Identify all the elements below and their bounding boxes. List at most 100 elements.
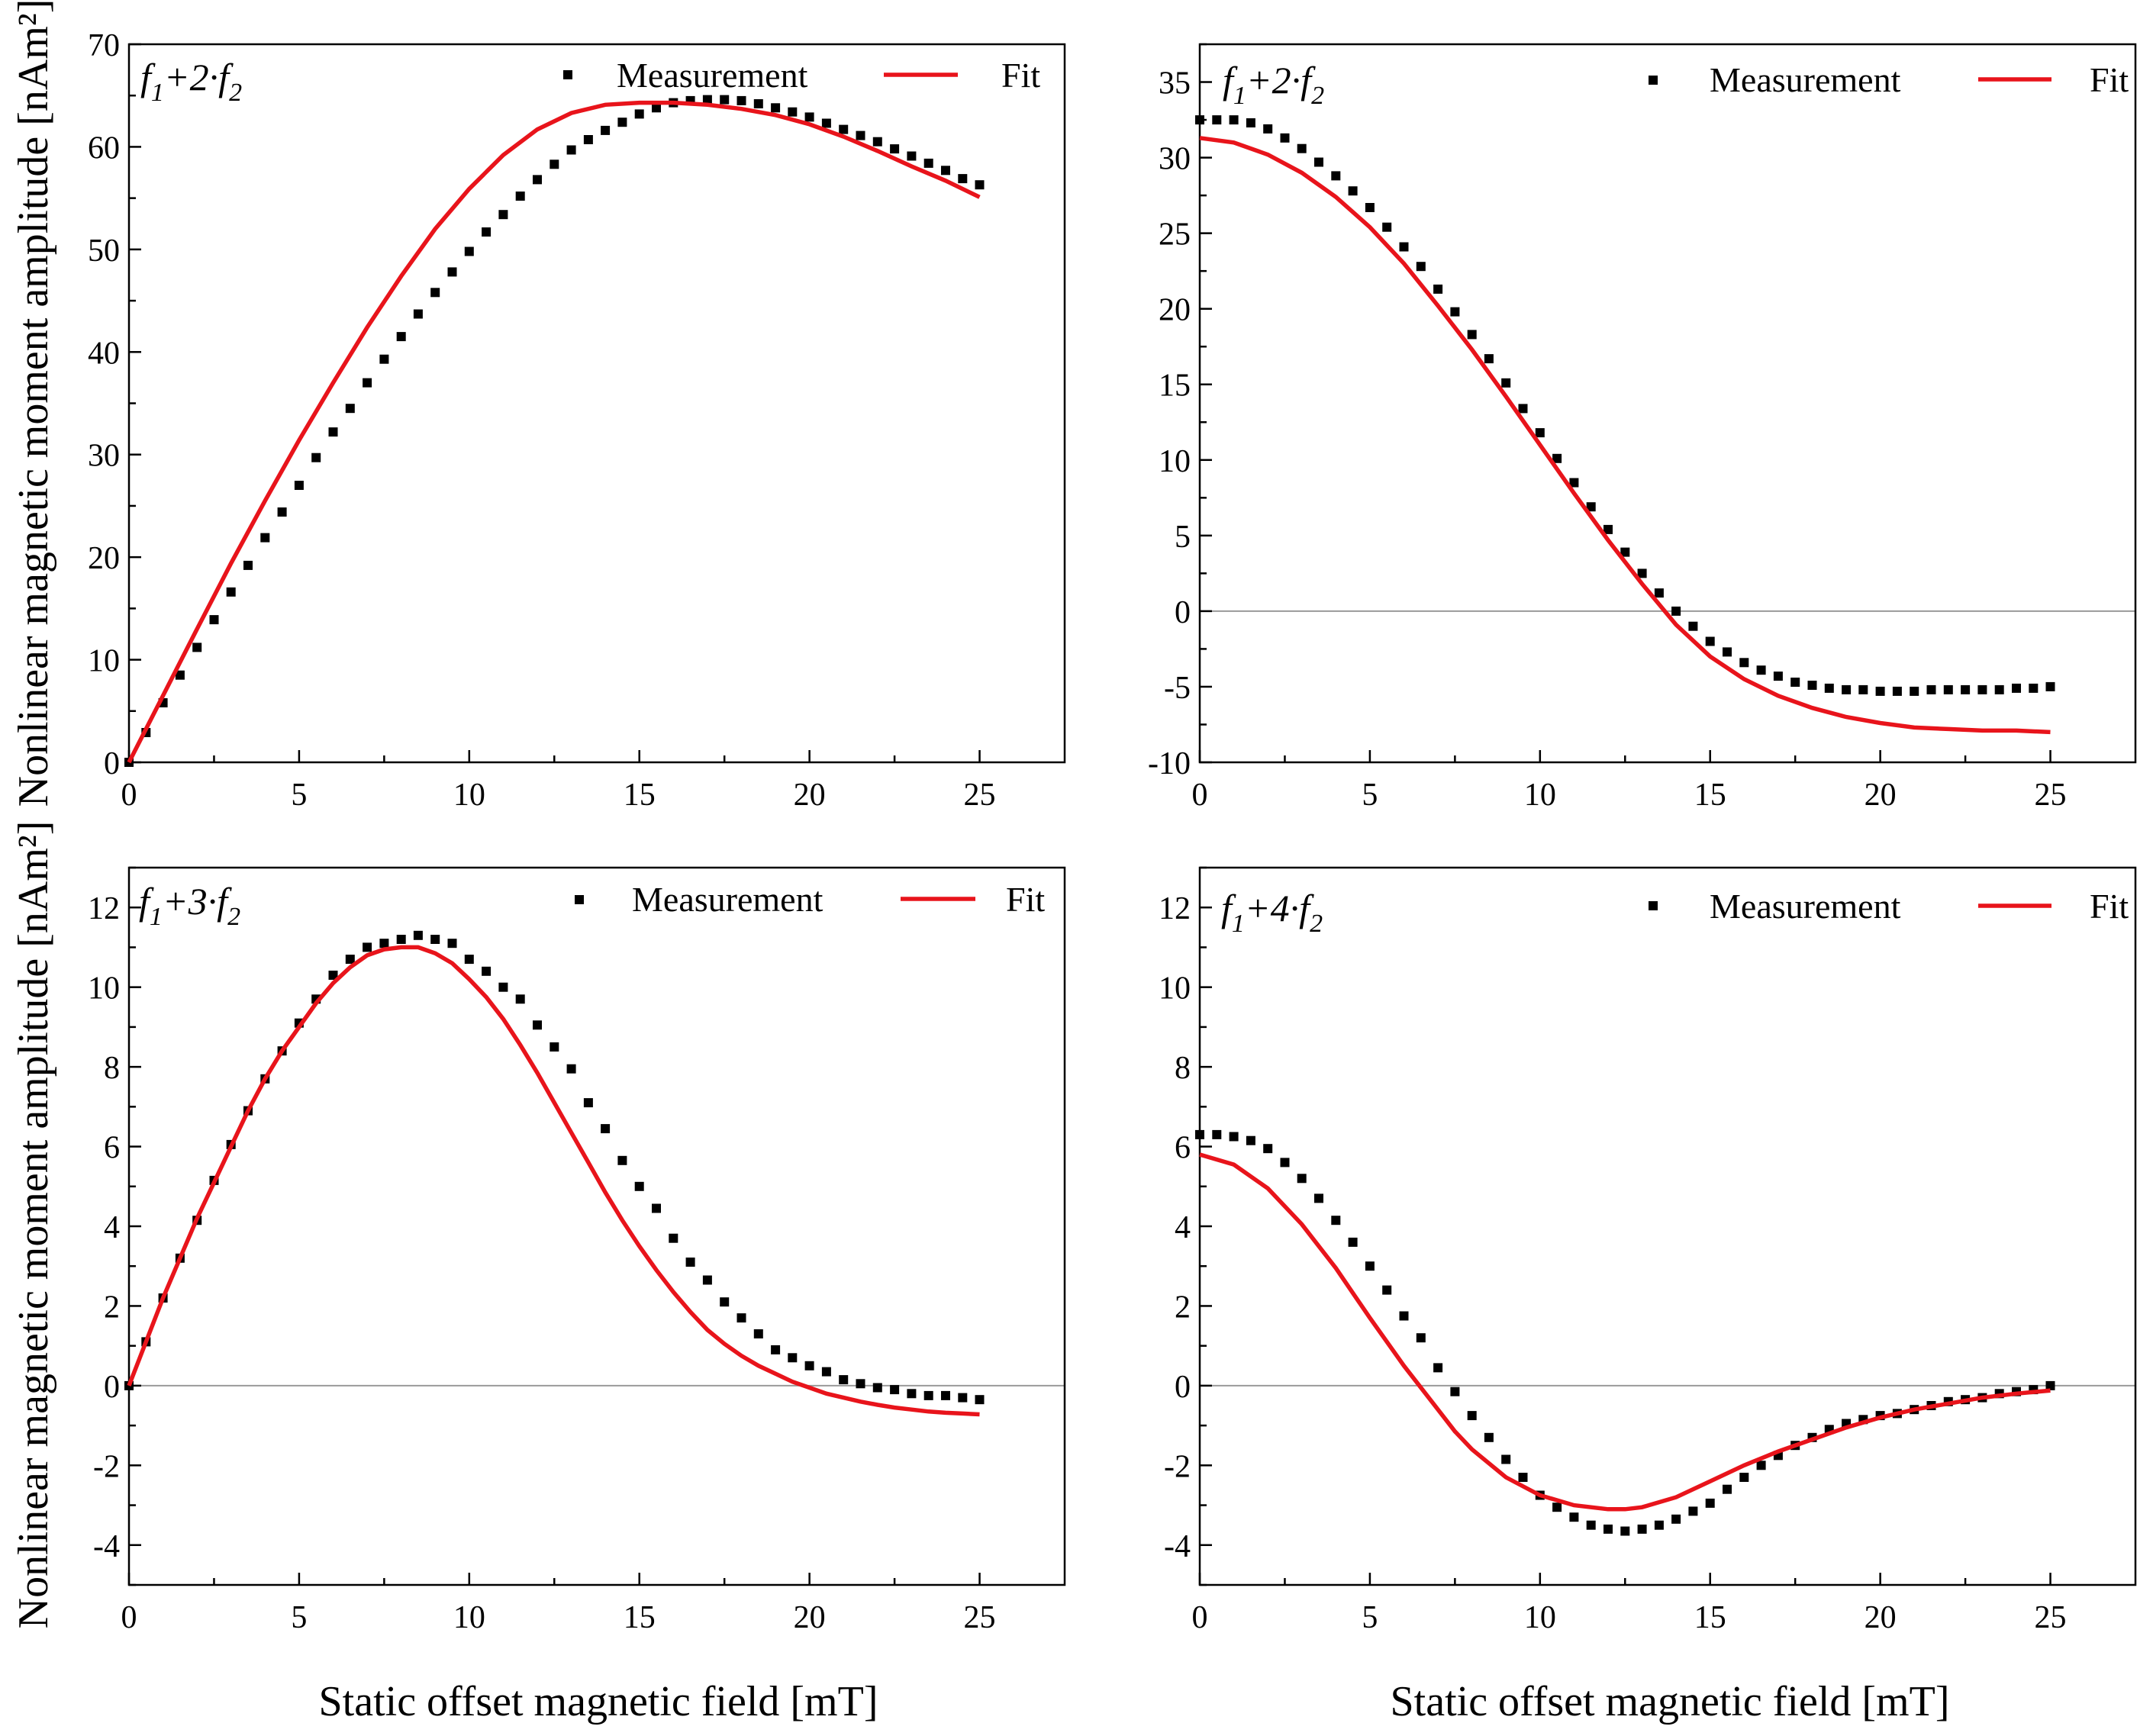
measurement-point bbox=[328, 427, 338, 437]
measurement-point bbox=[788, 107, 798, 117]
legend-measurement-marker bbox=[1649, 76, 1658, 85]
legend-measurement-marker bbox=[1649, 901, 1658, 910]
measurement-point bbox=[1195, 1129, 1204, 1139]
x-tick-label: 0 bbox=[121, 778, 137, 813]
measurement-point bbox=[804, 112, 814, 122]
measurement-point bbox=[890, 1385, 900, 1395]
legend-fit-label: Fit bbox=[1006, 880, 1045, 919]
measurement-point bbox=[1450, 307, 1460, 317]
measurement-point bbox=[1807, 681, 1817, 690]
measurement-point bbox=[720, 95, 730, 105]
measurement-point bbox=[396, 935, 406, 944]
data-layer bbox=[124, 95, 985, 767]
measurement-point bbox=[277, 507, 287, 517]
measurement-point bbox=[685, 95, 695, 105]
measurement-point bbox=[634, 1181, 644, 1191]
measurement-point bbox=[958, 1393, 968, 1403]
measurement-point bbox=[192, 643, 202, 652]
measurement-point bbox=[464, 955, 474, 965]
measurement-point bbox=[566, 145, 576, 155]
measurement-point bbox=[617, 118, 627, 127]
y-tick-label: -2 bbox=[1164, 1449, 1191, 1484]
measurement-point bbox=[941, 1390, 950, 1400]
panel-bottom-right: 0 5 10 15 20 25 -4 -2 0 2 4 6 8 10 12 f1+4·f2 Measurem… bbox=[1159, 866, 2137, 1635]
measurement-point bbox=[856, 1379, 865, 1389]
x-tick-label: 10 bbox=[453, 1600, 485, 1635]
legend-measurement-label: Measurement bbox=[617, 56, 808, 95]
y-tick-label: -10 bbox=[1148, 746, 1191, 781]
measurement-point bbox=[685, 1258, 695, 1267]
measurement-point bbox=[1943, 684, 1953, 694]
measurement-point bbox=[975, 1395, 985, 1405]
measurement-point bbox=[583, 135, 593, 144]
measurement-point bbox=[788, 1353, 798, 1363]
measurement-point bbox=[294, 481, 304, 490]
measurement-point bbox=[1263, 1144, 1273, 1154]
measurement-point bbox=[260, 533, 270, 543]
measurement-point bbox=[1314, 1193, 1323, 1203]
plot-frame bbox=[1198, 43, 2137, 764]
x-tick-label: 25 bbox=[2035, 1600, 2067, 1635]
y-tick-label: 10 bbox=[88, 644, 120, 679]
measurement-point bbox=[1552, 453, 1562, 463]
panel-top-right: 0 5 10 15 20 25 -10 -5 0 5 10 15 20 25 30 35 f1+2·f2 Me… bbox=[1148, 43, 2137, 813]
measurement-point bbox=[736, 1313, 746, 1323]
measurement-point bbox=[1518, 1473, 1528, 1482]
measurement-point bbox=[821, 1367, 831, 1377]
legend-measurement-label: Measurement bbox=[1710, 887, 1901, 926]
measurement-point bbox=[771, 1345, 781, 1354]
measurement-point bbox=[669, 1233, 678, 1243]
measurement-point bbox=[923, 1390, 933, 1400]
measurement-point bbox=[175, 670, 185, 680]
x-tick-label: 5 bbox=[1362, 1600, 1378, 1635]
measurement-point bbox=[1246, 118, 1255, 127]
measurement-point bbox=[209, 615, 219, 625]
y-tick-label: 20 bbox=[88, 541, 120, 576]
legend: Measurement Fit bbox=[563, 56, 1040, 95]
measurement-point bbox=[1348, 186, 1358, 196]
measurement-point bbox=[1875, 686, 1885, 696]
y-tick-label: -4 bbox=[1164, 1529, 1191, 1564]
panel-bottom-left: 0 5 10 15 20 25 -4 -2 0 2 4 6 8 10 12 f1+3·f2 Measurem… bbox=[88, 866, 1066, 1635]
measurement-point bbox=[1212, 1129, 1222, 1139]
measurement-point bbox=[1280, 133, 1290, 143]
measurement-point bbox=[1842, 684, 1852, 694]
y-tick-label: 2 bbox=[1175, 1290, 1191, 1325]
measurement-point bbox=[652, 1203, 661, 1213]
measurement-point bbox=[1501, 378, 1511, 388]
y-tick-label: 0 bbox=[1175, 1370, 1191, 1405]
x-axis-title-right: Static offset magnetic field [mT] bbox=[1391, 1678, 1950, 1725]
panel-top-left: 0 5 10 15 20 25 0 10 20 30 40 50 60 70 f1+2·f2 Measur… bbox=[88, 28, 1066, 813]
measurement-point bbox=[1637, 1524, 1647, 1534]
measurement-point bbox=[1705, 636, 1715, 646]
measurement-point bbox=[396, 332, 406, 342]
measurement-point bbox=[1365, 203, 1375, 212]
measurement-point bbox=[702, 95, 712, 105]
x-tick-label: 0 bbox=[121, 1600, 137, 1635]
measurement-point bbox=[363, 378, 372, 388]
y-tick-label: 8 bbox=[1175, 1051, 1191, 1086]
measurement-point bbox=[1688, 1506, 1698, 1516]
measurement-point bbox=[2045, 1380, 2055, 1390]
tick-layer: 0 5 10 15 20 25 -10 -5 0 5 10 15 20 25 30 35 bbox=[1148, 43, 2067, 813]
measurement-point bbox=[1467, 330, 1477, 340]
measurement-point bbox=[1382, 222, 1392, 232]
data-layer bbox=[124, 930, 985, 1417]
measurement-point bbox=[1280, 1158, 1290, 1168]
measurement-point bbox=[1195, 115, 1204, 125]
measurement-point bbox=[430, 288, 440, 298]
y-tick-label: -5 bbox=[1164, 671, 1191, 706]
y-tick-label: 6 bbox=[104, 1131, 120, 1166]
measurement-point bbox=[363, 942, 372, 952]
plot-frame bbox=[127, 43, 1066, 764]
y-tick-label: 4 bbox=[104, 1210, 120, 1245]
x-tick-label: 20 bbox=[1865, 1600, 1897, 1635]
y-tick-label: 0 bbox=[104, 746, 120, 781]
tick-layer: 0 5 10 15 20 25 -4 -2 0 2 4 6 8 10 12 bbox=[1159, 866, 2067, 1635]
measurement-point bbox=[1416, 262, 1426, 272]
measurement-point bbox=[1620, 547, 1630, 557]
tick-layer: 0 5 10 15 20 25 -4 -2 0 2 4 6 8 10 12 bbox=[88, 866, 996, 1635]
y-tick-label: -4 bbox=[93, 1529, 120, 1564]
measurement-point bbox=[753, 1329, 763, 1338]
y-tick-label: 4 bbox=[1175, 1210, 1191, 1245]
